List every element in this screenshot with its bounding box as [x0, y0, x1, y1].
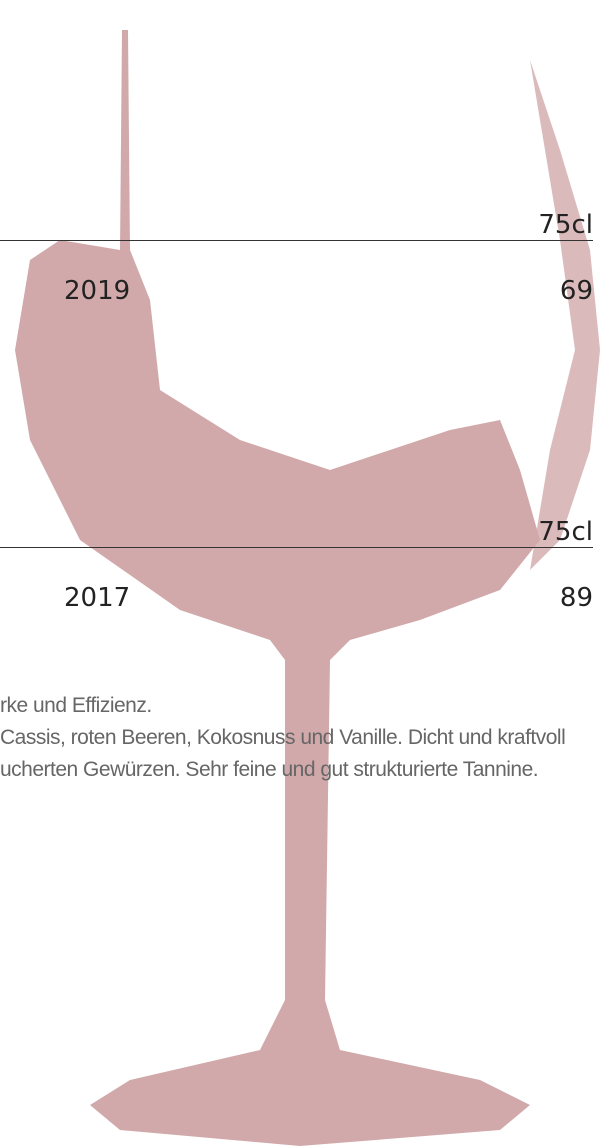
wine-row: 75cl 2017 89	[0, 517, 593, 627]
vintage: 2019	[64, 276, 131, 306]
divider	[0, 240, 593, 241]
description-line: rke und Effizienz.	[0, 694, 152, 717]
score: 89	[559, 583, 593, 613]
bottle-size: 75cl	[538, 210, 593, 240]
description-line: Cassis, roten Beeren, Kokosnuss und Vani…	[0, 726, 566, 749]
vintage: 2017	[64, 583, 131, 613]
score: 69	[559, 276, 593, 306]
wine-row: 75cl 2019 69	[0, 210, 593, 320]
bottle-size: 75cl	[538, 517, 593, 547]
description: rke und Effizienz. Cassis, roten Beeren,…	[0, 690, 566, 786]
divider	[0, 547, 593, 548]
description-line: ucherten Gewürzen. Sehr feine und gut st…	[0, 758, 539, 781]
